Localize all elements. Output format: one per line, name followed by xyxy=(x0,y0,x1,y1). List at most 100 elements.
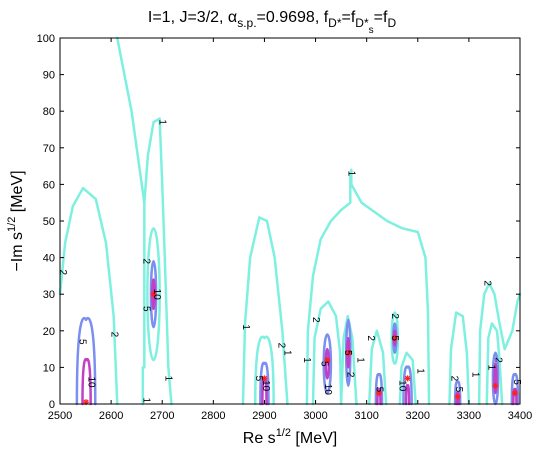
x-tick-label: 2600 xyxy=(99,410,123,422)
contour-label: 10 xyxy=(396,380,407,392)
contour-level-10 xyxy=(493,362,498,395)
contour-label: 1 xyxy=(281,350,292,356)
x-axis-label-unit: [MeV] xyxy=(291,430,337,447)
contour-label: 5 xyxy=(253,376,264,382)
y-axis-label-main: −Im s xyxy=(9,232,26,272)
contour-level-2 xyxy=(485,322,504,406)
contour-level-1 xyxy=(477,281,522,406)
pole-marker xyxy=(511,390,518,397)
contour-level-2 xyxy=(253,335,275,406)
x-axis-label-main: Re s xyxy=(243,430,276,447)
x-tick-label: 2500 xyxy=(48,410,72,422)
contour-level-2 xyxy=(367,329,388,406)
x-tick-label: 2900 xyxy=(252,410,276,422)
y-axis-ticks: 0 10 20 30 40 50 60 70 80 90 100 xyxy=(37,33,520,411)
pole-marker xyxy=(345,349,352,356)
contour-level-1 xyxy=(115,36,146,369)
pole-markers xyxy=(83,291,518,406)
x-tick-label: 3200 xyxy=(406,410,430,422)
contour-lines xyxy=(58,36,522,406)
contour-label: 1 xyxy=(346,171,357,177)
contour-label: 2 xyxy=(492,357,503,363)
y-axis-label-unit: [MeV] xyxy=(9,170,26,216)
pole-marker xyxy=(324,357,331,364)
contour-label: 2 xyxy=(57,269,68,275)
contour-label: 5 xyxy=(373,387,384,393)
contour-label: 5 xyxy=(319,361,330,367)
y-tick-label: 0 xyxy=(49,399,55,411)
chart-title: I=1, J=3/2, αs.p.=0.9698, fD*=fD*s=fD xyxy=(148,9,397,36)
y-tick-label: 80 xyxy=(43,106,55,118)
contour-label: 2 xyxy=(448,376,459,382)
contour-label: 2 xyxy=(365,335,376,341)
contour-label: 10 xyxy=(86,376,97,388)
contour-level-2 xyxy=(58,186,119,406)
contour-level-2 xyxy=(398,351,417,406)
pole-marker xyxy=(375,390,382,397)
x-axis-label: Re s1/2 [MeV] xyxy=(243,427,337,447)
title-sub-dsstar: D* xyxy=(355,16,369,30)
contour-label: 2 xyxy=(310,317,321,323)
y-tick-label: 10 xyxy=(43,362,55,374)
y-tick-label: 30 xyxy=(43,289,55,301)
contour-level-5 xyxy=(259,361,270,406)
y-axis-label-sup: 1/2 xyxy=(6,217,18,232)
contour-label: 2 xyxy=(389,313,400,319)
title-sub-sp: s.p. xyxy=(237,16,256,30)
contour-label: 5 xyxy=(453,387,464,393)
contour-level-2 xyxy=(146,227,161,362)
title-main: I=1, J=3/2, α xyxy=(148,9,237,26)
contour-level-10 xyxy=(324,347,331,380)
contour-label: 1 xyxy=(240,324,251,330)
contour-level-5 xyxy=(75,316,97,406)
contour-level-2 xyxy=(339,314,358,406)
title-sub-d: D xyxy=(387,16,396,30)
x-tick-label: 3300 xyxy=(457,410,481,422)
contour-label: 2 xyxy=(109,332,120,338)
pole-marker xyxy=(454,393,461,400)
contour-label: 1 xyxy=(354,357,365,363)
x-tick-label: 3100 xyxy=(354,410,378,422)
title-sub-dstar: D* xyxy=(328,16,342,30)
pole-marker xyxy=(150,291,157,298)
x-tick-label: 3400 xyxy=(508,410,532,422)
y-tick-label: 40 xyxy=(43,253,55,265)
x-axis-ticks: 2500 2600 2700 2800 2900 3000 3100 3200 3300 3400 xyxy=(48,38,532,422)
contour-label: 1 xyxy=(301,357,312,363)
contour-level-5 xyxy=(510,372,520,406)
title-eq2: =f xyxy=(374,9,388,26)
contour-label: 1 xyxy=(141,398,152,404)
y-tick-label: 100 xyxy=(37,33,55,45)
pole-marker xyxy=(261,375,268,382)
contour-level-5 xyxy=(402,365,413,406)
x-tick-label: 2700 xyxy=(150,410,174,422)
y-tick-label: 20 xyxy=(43,326,55,338)
y-tick-label: 70 xyxy=(43,143,55,155)
contour-label: 10 xyxy=(151,289,162,301)
contour-level-10 xyxy=(81,358,92,406)
contour-level-5 xyxy=(322,333,333,395)
contour-label: 1 xyxy=(163,376,174,382)
contour-level-1 xyxy=(143,117,173,406)
title-eq1: =f xyxy=(342,9,356,26)
contour-label: 2 xyxy=(141,258,152,264)
contour-level-2 xyxy=(311,300,343,406)
contour-label: 5 xyxy=(76,339,87,345)
contour-label: 1 xyxy=(486,365,497,371)
x-tick-label: 2800 xyxy=(201,410,225,422)
contour-level-2 xyxy=(390,311,400,365)
contour-level-1 xyxy=(241,216,289,406)
y-tick-label: 90 xyxy=(43,70,55,82)
x-tick-label: 3000 xyxy=(303,410,327,422)
title-sub-s: s xyxy=(369,25,374,36)
contour-label: 5 xyxy=(389,335,400,341)
contour-label: 1 xyxy=(415,368,426,374)
contour-label: 5 xyxy=(141,306,152,312)
contour-level-5 xyxy=(374,372,384,406)
contour-level-labels: 2510212510111215102151052112525101251125… xyxy=(57,119,522,403)
contour-label: 10 xyxy=(260,380,271,392)
contour-label: 5 xyxy=(342,350,353,356)
pole-marker xyxy=(404,375,411,382)
x-axis-label-sup: 1/2 xyxy=(276,427,291,439)
